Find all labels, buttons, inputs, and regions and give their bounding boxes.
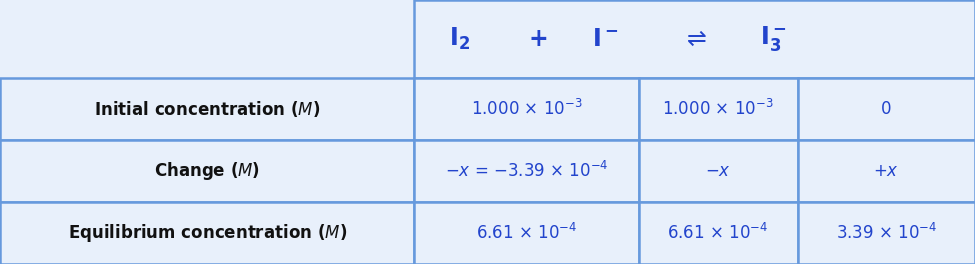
Text: $\mathbf{I^-}$: $\mathbf{I^-}$ — [592, 27, 618, 51]
Bar — [414, 202, 639, 264]
Text: $-x$ = $-$3.39 $\times$ 10$^{-4}$: $-x$ = $-$3.39 $\times$ 10$^{-4}$ — [445, 161, 608, 181]
Text: $\mathbf{+}$: $\mathbf{+}$ — [528, 27, 547, 51]
Text: 6.61 $\times$ 10$^{-4}$: 6.61 $\times$ 10$^{-4}$ — [668, 223, 768, 243]
Text: $+x$: $+x$ — [874, 162, 899, 180]
Bar — [0, 78, 414, 140]
Text: $\mathbf{I_3^-}$: $\mathbf{I_3^-}$ — [760, 25, 787, 53]
Text: 0: 0 — [881, 100, 891, 118]
Bar — [798, 78, 975, 140]
Bar — [639, 78, 798, 140]
Text: Initial concentration ($\mathit{M}$): Initial concentration ($\mathit{M}$) — [94, 99, 321, 119]
Text: Equilibrium concentration ($\mathit{M}$): Equilibrium concentration ($\mathit{M}$) — [67, 222, 347, 244]
Text: Change ($\mathit{M}$): Change ($\mathit{M}$) — [154, 160, 260, 182]
Bar — [798, 140, 975, 202]
Text: 1.000 $\times$ 10$^{-3}$: 1.000 $\times$ 10$^{-3}$ — [662, 99, 774, 119]
Text: $\mathbf{I_2}$: $\mathbf{I_2}$ — [448, 26, 470, 52]
Bar — [414, 0, 975, 78]
Bar — [0, 140, 414, 202]
Bar — [414, 140, 639, 202]
Bar — [0, 202, 414, 264]
Bar — [639, 202, 798, 264]
Text: $-x$: $-x$ — [705, 162, 731, 180]
Text: $\rightleftharpoons$: $\rightleftharpoons$ — [682, 27, 707, 51]
Bar — [414, 78, 639, 140]
Bar — [798, 202, 975, 264]
Text: 1.000 $\times$ 10$^{-3}$: 1.000 $\times$ 10$^{-3}$ — [471, 99, 582, 119]
Bar — [639, 140, 798, 202]
Text: 3.39 $\times$ 10$^{-4}$: 3.39 $\times$ 10$^{-4}$ — [836, 223, 937, 243]
Text: 6.61 $\times$ 10$^{-4}$: 6.61 $\times$ 10$^{-4}$ — [476, 223, 577, 243]
